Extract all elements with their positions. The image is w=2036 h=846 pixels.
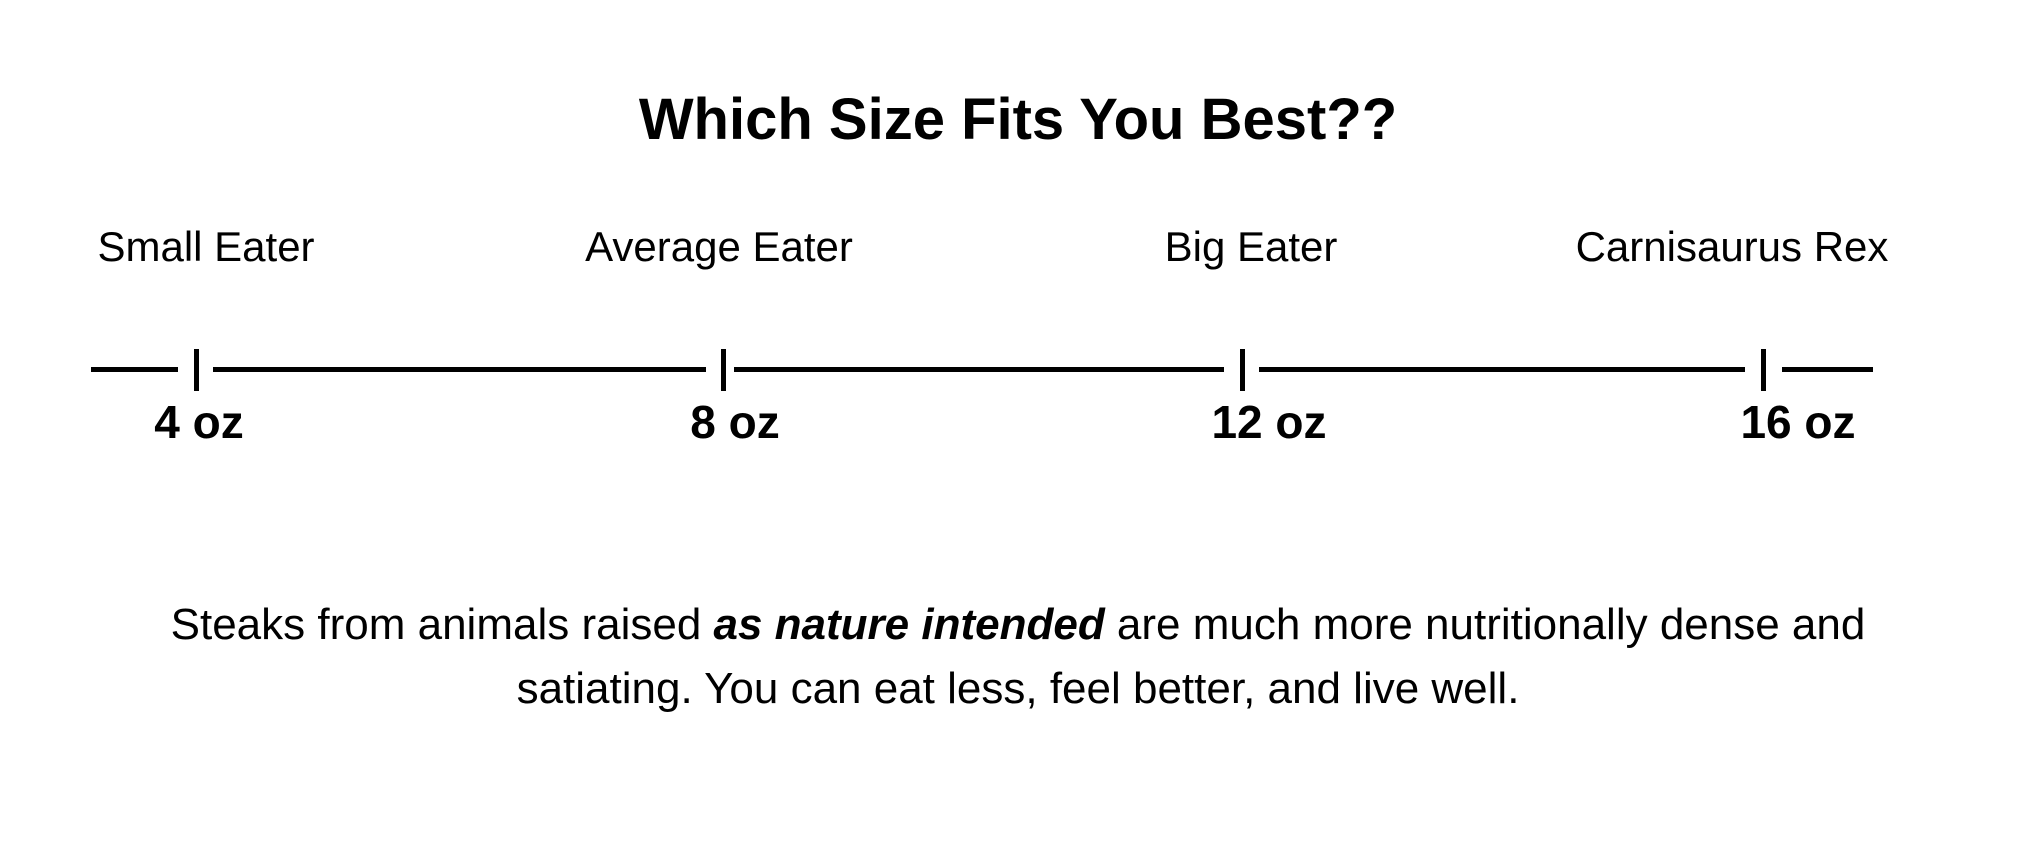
axis-tick-12oz: [1240, 349, 1245, 391]
size-label-8oz: 8 oz: [690, 396, 780, 448]
axis-tick-8oz: [721, 349, 726, 391]
page-title: Which Size Fits You Best??: [638, 87, 1398, 152]
category-label-big-eater: Big Eater: [1164, 223, 1338, 270]
axis-segment-right-end: [1782, 367, 1873, 372]
footer-line1-suffix: are much more nutritionally dense and: [1104, 600, 1866, 649]
footer-line1-emphasis: as nature intended: [713, 600, 1105, 649]
footer-line1-prefix: Steaks from animals raised: [170, 600, 714, 649]
footer-text: Steaks from animals raised as nature int…: [0, 593, 2036, 721]
footer-line-2: satiating. You can eat less, feel better…: [516, 664, 1520, 713]
axis-tick-4oz: [194, 349, 199, 391]
category-label-carnisaurus-rex: Carnisaurus Rex: [1575, 223, 1889, 270]
size-label-12oz: 12 oz: [1211, 396, 1327, 448]
footer-line-1: Steaks from animals raised as nature int…: [0, 593, 2036, 657]
axis-tick-16oz: [1761, 349, 1766, 391]
axis-segment-left-end: [91, 367, 178, 372]
size-label-16oz: 16 oz: [1740, 396, 1856, 448]
category-label-average-eater: Average Eater: [585, 223, 853, 270]
category-label-small-eater: Small Eater: [97, 223, 315, 270]
axis-segment-12-16: [1259, 367, 1745, 372]
axis-segment-4-8: [213, 367, 706, 372]
axis-segment-8-12: [734, 367, 1224, 372]
size-label-4oz: 4 oz: [154, 396, 244, 448]
